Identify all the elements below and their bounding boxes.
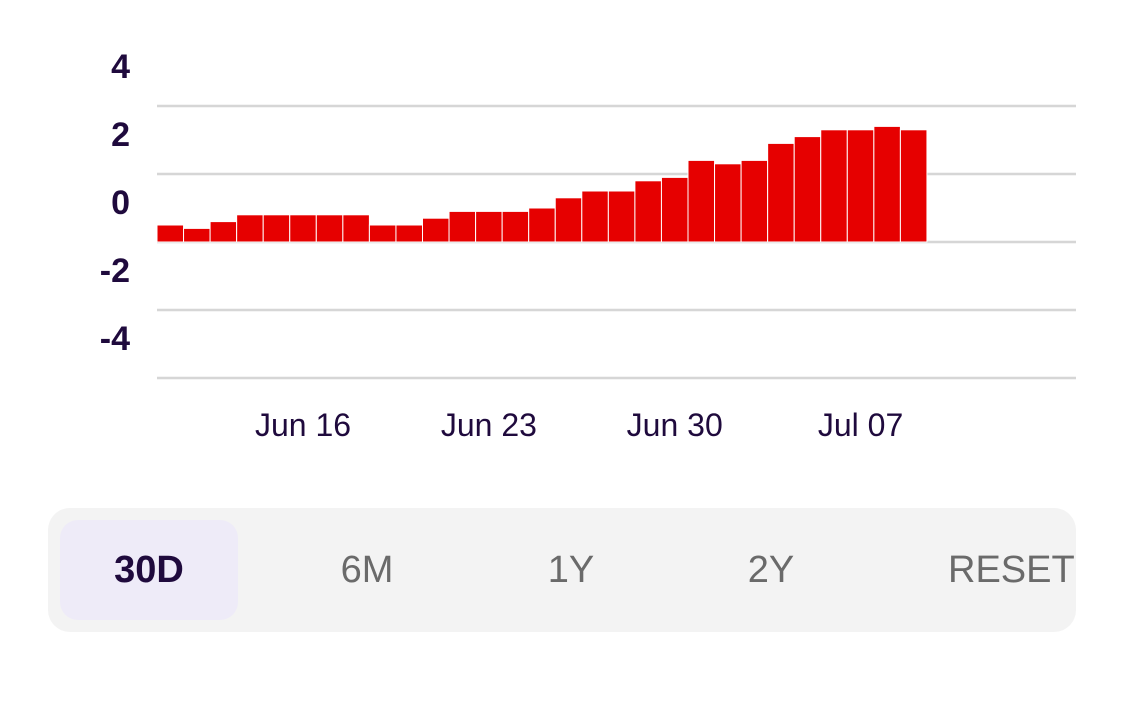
bar [899,129,928,243]
bar [395,224,424,243]
bar [634,180,662,243]
bar [714,163,742,243]
range-button-30d[interactable]: 30D [60,520,238,620]
bar [315,214,344,243]
range-button-1y[interactable]: 1Y [547,548,595,591]
bar [156,224,185,243]
y-tick-label: -2 [100,252,130,290]
reset-button[interactable]: RESET [948,548,1075,591]
bar [528,207,556,243]
bar [475,210,503,243]
bar [793,136,822,243]
bar [873,125,901,243]
bar [209,221,238,243]
range-selector: 30D 6M 1Y 2Y RESET [48,508,1076,632]
bar [660,176,689,243]
range-button-6m[interactable]: 6M [340,548,394,591]
x-tick-label: Jul 07 [818,407,903,443]
bar [501,210,530,243]
bar [767,142,795,243]
bar [581,190,609,243]
bar [448,210,477,243]
bar [554,197,583,243]
x-tick-label: Jun 16 [255,407,351,443]
bar-chart: 4 2 0 -2 -4 Jun 16 Jun 23 Jun 30 Jul 07 [100,48,1076,443]
y-tick-label: -4 [100,320,130,358]
bar [740,159,769,243]
bar [236,214,264,243]
bar [687,159,716,243]
bar [368,224,397,243]
y-tick-label: 0 [111,184,130,222]
bar [262,214,291,243]
bar [820,129,848,243]
bar [289,214,317,243]
chart-svg: 4 2 0 -2 -4 Jun 16 Jun 23 Jun 30 Jul 07 [100,48,1076,443]
x-tick-label: Jun 30 [627,407,723,443]
bar [846,129,875,243]
range-button-2y[interactable]: 2Y [747,548,795,591]
bar [607,190,636,243]
x-tick-label: Jun 23 [441,407,537,443]
bar [183,227,211,243]
y-tick-label: 2 [111,116,130,154]
y-tick-label: 4 [111,48,130,86]
bar [422,217,450,243]
bar [342,214,370,243]
